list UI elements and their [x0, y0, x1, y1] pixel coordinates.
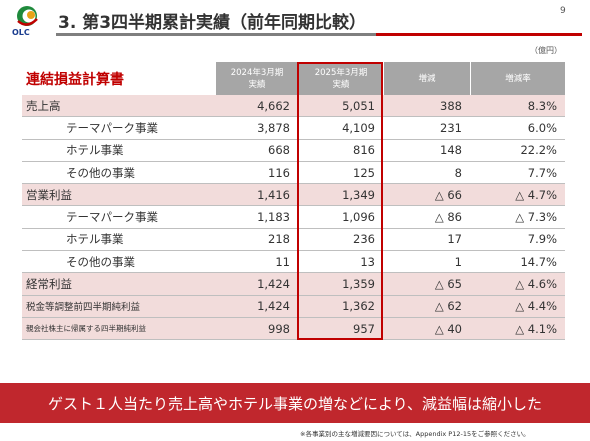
value-cell: 1,416	[215, 184, 298, 207]
value-cell: 218	[215, 228, 298, 252]
value-cell: △ 4.1%	[470, 318, 565, 341]
value-cell: △ 62	[383, 295, 470, 318]
logo-text: OLC	[12, 28, 30, 37]
column-header: 2024年3月期 実績	[216, 62, 298, 95]
row-label: ホテル事業	[22, 139, 215, 162]
value-cell: 816	[298, 139, 383, 162]
footnote: ※各事業別の主な増減要因については、Appendix P12-15をご参照くださ…	[300, 430, 530, 438]
value-cell: 1,359	[298, 273, 383, 296]
page-number: 9	[560, 6, 566, 16]
table-heading: 連結損益計算書	[26, 71, 124, 88]
value-cell: 1,183	[215, 206, 298, 229]
row-label: ホテル事業	[22, 228, 215, 252]
summary-banner: ゲスト１人当たり売上高やホテル事業の増などにより、減益幅は縮小した	[0, 383, 590, 423]
value-cell: 668	[215, 139, 298, 162]
value-cell: 3,878	[215, 117, 298, 140]
value-cell: △ 86	[383, 206, 470, 229]
value-cell: △ 7.3%	[470, 206, 565, 229]
value-cell: 231	[383, 117, 470, 140]
value-cell: 17	[383, 228, 470, 252]
value-cell: 148	[383, 139, 470, 162]
value-cell: 1	[383, 251, 470, 274]
value-cell: △ 4.7%	[470, 184, 565, 207]
row-label: 親会社株主に帰属する四半期純利益	[22, 318, 215, 341]
value-cell: △ 4.6%	[470, 273, 565, 296]
value-cell: 998	[215, 318, 298, 341]
unit-label: （億円）	[530, 46, 562, 55]
row-label: その他の事業	[22, 161, 215, 185]
column-header: 2025年3月期 実績	[299, 62, 383, 95]
value-cell: 1,349	[298, 184, 383, 207]
value-cell: 236	[298, 228, 383, 252]
value-cell: 5,051	[298, 95, 383, 118]
row-label: 売上高	[22, 95, 215, 118]
logo-icon	[17, 6, 38, 26]
value-cell: △ 4.4%	[470, 295, 565, 318]
value-cell: 6.0%	[470, 117, 565, 140]
value-cell: 11	[215, 251, 298, 274]
column-header: 増減	[384, 62, 470, 95]
value-cell: 388	[383, 95, 470, 118]
value-cell: 4,109	[298, 117, 383, 140]
title-rule	[56, 33, 376, 36]
value-cell: 4,662	[215, 95, 298, 118]
title-rule-accent	[376, 33, 582, 36]
value-cell: 14.7%	[470, 251, 565, 274]
value-cell: 8	[383, 161, 470, 185]
row-label: 税金等調整前四半期純利益	[22, 295, 215, 318]
value-cell: △ 40	[383, 318, 470, 341]
row-label: テーマパーク事業	[22, 206, 215, 229]
value-cell: 1,424	[215, 273, 298, 296]
value-cell: △ 66	[383, 184, 470, 207]
row-label: 営業利益	[22, 184, 215, 207]
value-cell: 1,424	[215, 295, 298, 318]
value-cell: 125	[298, 161, 383, 185]
column-header: 増減率	[471, 62, 565, 95]
value-cell: 1,362	[298, 295, 383, 318]
slide-title: 3. 第3四半期累計実績（前年同期比較）	[58, 13, 367, 33]
value-cell: 13	[298, 251, 383, 274]
value-cell: △ 65	[383, 273, 470, 296]
row-label: 経常利益	[22, 273, 215, 296]
value-cell: 7.9%	[470, 228, 565, 252]
value-cell: 1,096	[298, 206, 383, 229]
value-cell: 22.2%	[470, 139, 565, 162]
value-cell: 7.7%	[470, 161, 565, 185]
row-label: テーマパーク事業	[22, 117, 215, 140]
value-cell: 116	[215, 161, 298, 185]
row-label: その他の事業	[22, 251, 215, 274]
highlight-box	[297, 62, 383, 340]
value-cell: 8.3%	[470, 95, 565, 118]
